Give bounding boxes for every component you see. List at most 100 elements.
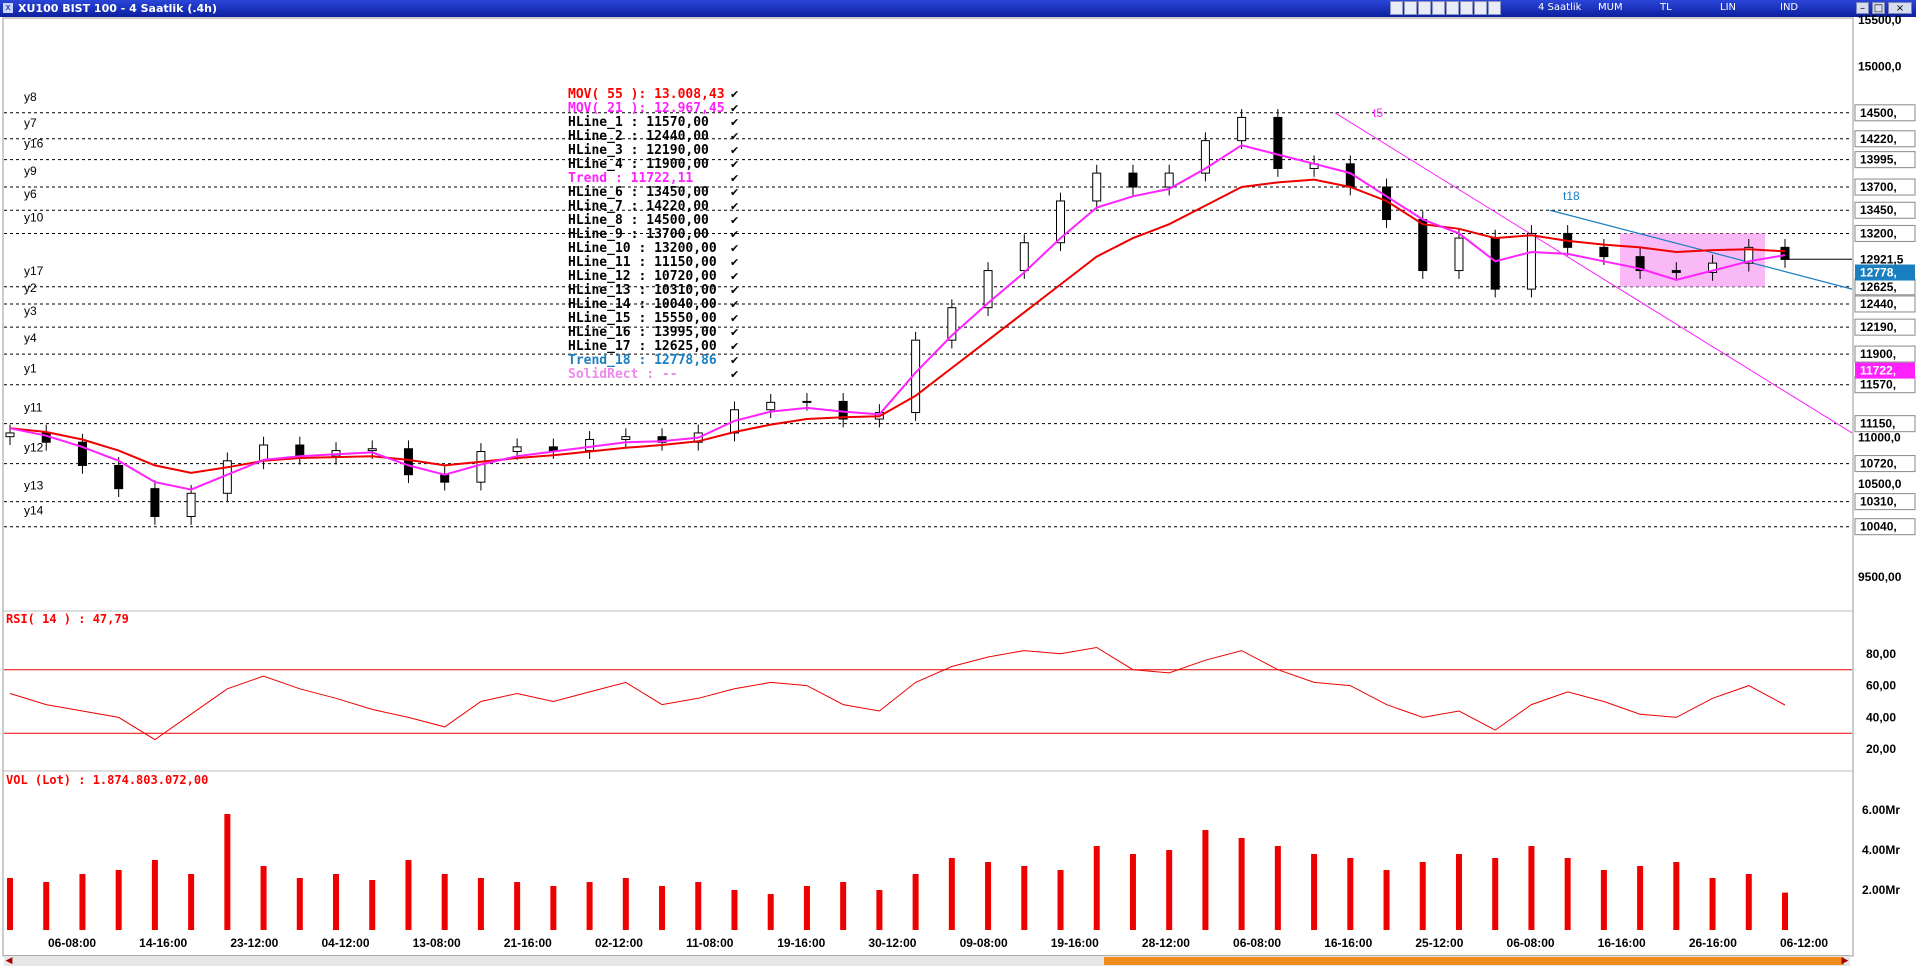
legend-item: HLine_2 : 12440,00 (568, 129, 709, 144)
toolbar-tool-icon[interactable] (1432, 1, 1445, 15)
window-title: XU100 BIST 100 - 4 Saatlik (.4h) (18, 2, 218, 15)
legend-item: MOV( 55 ): 13.008,43 (568, 87, 725, 102)
volume-bar (79, 874, 86, 930)
price-marker-box (1855, 264, 1915, 281)
candle (259, 436, 269, 470)
hline-tag-box (1854, 318, 1916, 336)
rsi-line (9, 646, 1786, 741)
hline-tag: 11150, (1860, 417, 1895, 431)
volume-bar (1021, 866, 1028, 930)
x-axis-tick: 04-12:00 (321, 936, 369, 950)
volume-bar (43, 882, 50, 930)
legend-check-icon: ✔ (730, 116, 739, 129)
x-axis-tick: 26-16:00 (1689, 936, 1737, 950)
toolbar-option-ind[interactable]: IND (1780, 2, 1799, 13)
legend-item: HLine_10 : 13200,00 (568, 241, 717, 256)
legend-check-icon: ✔ (730, 298, 739, 311)
price-marker: 12778, (1860, 266, 1897, 280)
candle (657, 428, 667, 451)
toolbar-option-mum[interactable]: MUM (1598, 2, 1623, 13)
x-axis-tick: 06-08:00 (1233, 936, 1281, 950)
volume-bar (1673, 862, 1680, 930)
scroll-right-icon[interactable]: ▶ (1841, 956, 1849, 966)
volume-bar (586, 882, 593, 930)
candle (1237, 109, 1247, 149)
candle (1635, 248, 1645, 279)
price-marker-box (1855, 251, 1915, 268)
volume-bar (1166, 850, 1173, 930)
hline-tag: 10040, (1860, 520, 1897, 534)
toolbar-option-4-saatlik[interactable]: 4 Saatlik (1538, 2, 1582, 13)
toolbar-tool-icon[interactable] (1460, 1, 1473, 15)
rsi-axis-tick: 80,00 (1866, 647, 1896, 661)
candle (1056, 192, 1066, 252)
x-axis-tick: 09-08:00 (960, 936, 1008, 950)
hline-tag-box (1854, 415, 1916, 433)
hline-label: y2 (24, 281, 37, 295)
hline-tag: 11570, (1860, 378, 1896, 392)
candle (403, 440, 413, 484)
toolbar-tool-icon[interactable] (1446, 1, 1459, 15)
hline-label: y11 (24, 401, 43, 415)
legend-check-icon: ✔ (730, 214, 739, 227)
legend-check-icon: ✔ (730, 200, 739, 213)
hline-tag-box (1854, 224, 1916, 242)
hline-label: y10 (24, 210, 44, 224)
toolbar-option-lin[interactable]: LIN (1720, 2, 1737, 13)
horizontal-scrollbar[interactable]: ◀ ▶ (4, 955, 1850, 966)
hline-label: y9 (24, 164, 37, 178)
candle (222, 452, 232, 502)
hline-tag-box (1854, 178, 1916, 196)
toolbar-tool-icon[interactable] (1390, 1, 1403, 15)
volume-bar (1057, 870, 1064, 930)
toolbar-tool-icon[interactable] (1474, 1, 1487, 15)
legend-item: HLine_8 : 14500,00 (568, 213, 709, 228)
volume-bar (1347, 858, 1354, 930)
restore-icon[interactable]: □ (1872, 2, 1885, 14)
volume-bar (333, 874, 340, 930)
x-axis-tick: 28-12:00 (1142, 936, 1190, 950)
candle (1671, 262, 1681, 281)
legend-check-icon: ✔ (730, 340, 739, 353)
x-axis-tick: 06-08:00 (48, 936, 96, 950)
legend-check-icon: ✔ (730, 158, 739, 171)
close-icon[interactable]: × (1888, 2, 1912, 14)
scroll-thumb[interactable] (1104, 957, 1844, 965)
hline-tag: 12625, (1860, 280, 1897, 294)
legend-item: Trend : 11722,11 (568, 171, 693, 186)
toolbar-tool-icon[interactable] (1488, 1, 1501, 15)
volume-axis-tick: 2.00Mr (1862, 883, 1900, 897)
legend-item: HLine_4 : 11900,00 (568, 157, 709, 172)
volume-bar (1311, 854, 1318, 930)
hline-label: y8 (24, 90, 37, 104)
rsi-title: RSI( 14 ) : 47,79 (6, 612, 129, 626)
volume-bar (912, 874, 919, 930)
x-axis-tick: 21-16:00 (504, 936, 552, 950)
toolbar-option-tl[interactable]: TL (1660, 2, 1672, 13)
volume-bar (1782, 892, 1788, 930)
legend-item: HLine_12 : 10720,00 (568, 269, 717, 284)
toolbar-tool-icon[interactable] (1404, 1, 1417, 15)
price-panel: y8 14500, y7 14220, y16 13995, y9 13700, y6 13450… (4, 13, 1916, 584)
legend-check-icon: ✔ (730, 102, 739, 115)
legend-item: HLine_7 : 14220,00 (568, 199, 709, 214)
volume-bar (659, 886, 666, 930)
mov21-line (9, 144, 1786, 491)
window-menu-icon[interactable]: x (3, 3, 13, 13)
price-marker: 11722, (1860, 364, 1896, 378)
toolbar-tool-icon[interactable] (1418, 1, 1431, 15)
candle (1454, 229, 1464, 279)
scroll-left-icon[interactable]: ◀ (5, 956, 13, 966)
hline-label: y14 (24, 504, 44, 518)
legend-check-icon: ✔ (730, 368, 739, 381)
volume-bar (405, 860, 412, 930)
volume-bar (224, 814, 231, 930)
hline-label: y17 (24, 264, 44, 278)
x-axis-tick: 16-16:00 (1324, 936, 1372, 950)
minimize-icon[interactable]: – (1856, 2, 1869, 14)
x-axis-tick: 16-16:00 (1598, 936, 1646, 950)
candle (947, 299, 957, 349)
legend-check-icon: ✔ (730, 270, 739, 283)
hline-tag: 13200, (1860, 226, 1897, 240)
